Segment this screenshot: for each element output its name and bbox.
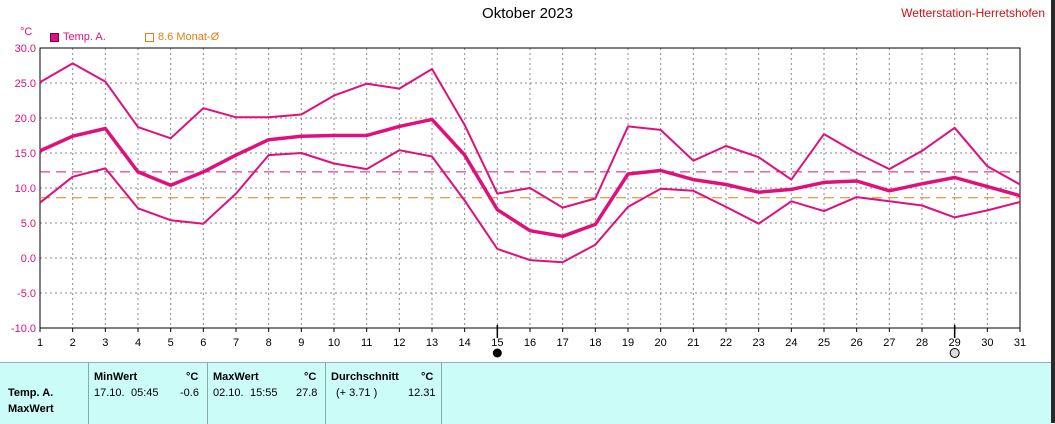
legend-series-swatch — [50, 32, 59, 42]
x-tick-label: 15 — [491, 337, 503, 349]
chart-title: Oktober 2023 — [482, 5, 573, 22]
x-tick-label: 28 — [916, 337, 928, 349]
series-line-min — [39, 149, 1021, 264]
x-tick-label: 19 — [622, 337, 634, 349]
legend-reference: 8.6 Monat-Ø — [145, 31, 219, 43]
max-time: 15:55 — [250, 387, 278, 399]
full-moon-icon — [949, 348, 960, 358]
x-tick-label: 10 — [328, 337, 340, 349]
min-header: MinWert — [94, 371, 138, 383]
min-date: 17.10. — [94, 387, 125, 399]
max-date: 02.10. — [213, 387, 244, 399]
x-tick-label: 7 — [233, 337, 239, 349]
y-tick-label: 10.0 — [15, 183, 36, 195]
window-edge-bar — [1051, 0, 1055, 423]
x-tick-label: 24 — [785, 337, 797, 349]
stats-divider — [207, 363, 208, 424]
avg-value: 12.31 — [408, 387, 436, 399]
x-tick-label: 12 — [393, 337, 405, 349]
temperature-chart: 30.025.020.015.010.05.00.0-5.0-10.01 2 3 4 5… — [11, 43, 1026, 358]
y-tick-label: 20.0 — [15, 113, 36, 125]
max-value: 27.8 — [296, 387, 318, 399]
avg-header: Durchschnitt — [331, 371, 399, 383]
row-label-temp: Temp. A. — [8, 387, 54, 399]
y-tick-label: 5.0 — [21, 218, 36, 230]
avg-delta: (+ 3.71 ) — [336, 387, 378, 399]
y-tick-label: 30.0 — [15, 43, 36, 55]
x-tick-label: 1 — [37, 337, 43, 349]
stats-divider — [88, 363, 89, 424]
row-label-max: MaxWert — [8, 403, 54, 415]
legend-series-label: Temp. A. — [63, 31, 106, 43]
stats-panel: Temp. A. MaxWert MinWert °C 17.10. 05:45… — [0, 362, 1051, 424]
x-tick-label: 13 — [426, 337, 438, 349]
avg-unit: °C — [421, 371, 434, 383]
x-tick-label: 17 — [557, 337, 569, 349]
max-unit: °C — [304, 371, 317, 383]
x-tick-label: 9 — [298, 337, 304, 349]
legend-reference-label: 8.6 Monat-Ø — [158, 31, 220, 43]
min-time: 05:45 — [131, 387, 159, 399]
min-value: -0.6 — [180, 387, 199, 399]
x-tick-label: 29 — [949, 337, 961, 349]
x-tick-label: 14 — [459, 337, 471, 349]
x-tick-label: 3 — [102, 337, 108, 349]
plot-frame — [39, 47, 1021, 329]
x-tick-label: 8 — [266, 337, 272, 349]
x-tick-label: 22 — [720, 337, 732, 349]
x-tick-label: 5 — [168, 337, 174, 349]
new-moon-icon — [492, 348, 502, 358]
y-tick-label: 0.0 — [21, 253, 36, 265]
min-unit: °C — [186, 371, 199, 383]
y-tick-label: 15.0 — [15, 148, 36, 160]
x-tick-label: 26 — [851, 337, 863, 349]
legend-reference-swatch — [145, 32, 154, 42]
x-tick-label: 4 — [135, 337, 141, 349]
y-tick-label: 25.0 — [15, 78, 36, 90]
x-tick-label: 31 — [1014, 337, 1026, 349]
x-tick-label: 27 — [883, 337, 895, 349]
x-tick-label: 30 — [981, 337, 993, 349]
x-tick-label: 16 — [524, 337, 536, 349]
x-tick-label: 20 — [655, 337, 667, 349]
max-header: MaxWert — [213, 371, 259, 383]
legend-series: Temp. A. — [50, 31, 106, 43]
x-tick-label: 21 — [687, 337, 699, 349]
y-tick-label: -10.0 — [11, 323, 36, 335]
y-tick-label: -5.0 — [17, 288, 36, 300]
x-tick-label: 11 — [361, 337, 372, 349]
series-line-max — [39, 62, 1021, 209]
series-line-mean — [39, 117, 1021, 239]
x-tick-label: 23 — [753, 337, 765, 349]
station-name: Wetterstation-Herretshofen — [901, 6, 1045, 20]
x-tick-label: 6 — [200, 337, 206, 349]
x-tick-label: 2 — [70, 337, 76, 349]
y-axis-unit: °C — [20, 26, 33, 38]
stats-divider — [325, 363, 326, 424]
x-tick-label: 25 — [818, 337, 830, 349]
stats-divider — [441, 363, 442, 424]
x-tick-label: 18 — [589, 337, 601, 349]
